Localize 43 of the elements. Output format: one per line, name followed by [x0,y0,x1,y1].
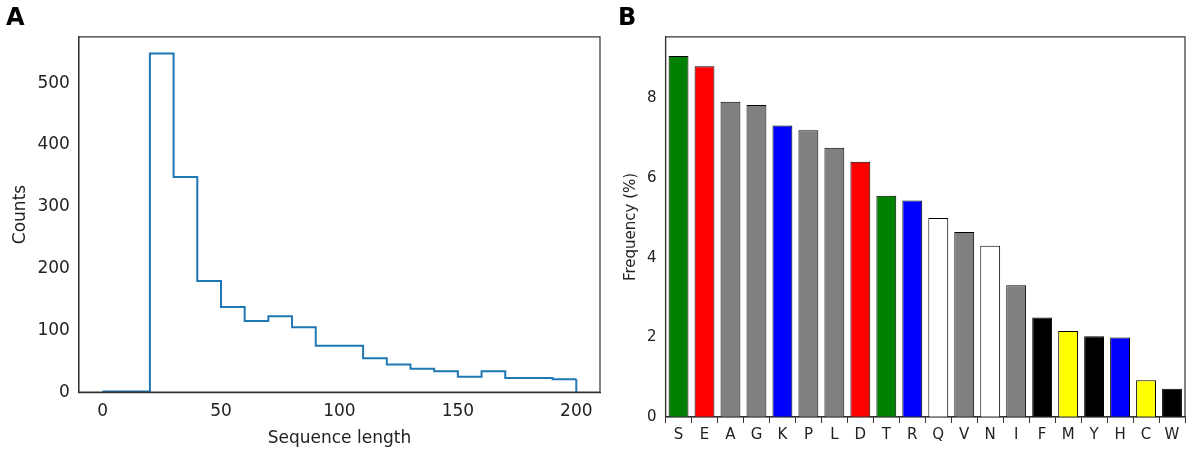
y-tick-label: 6 [647,168,657,187]
y-tick-label: 2 [647,327,657,346]
x-axis-title: Sequence length [267,427,412,448]
x-tick-label: D [854,424,867,443]
x-tick-label: P [803,424,813,443]
y-axis-title: Counts [8,184,29,245]
x-tick-label: 200 [560,399,593,420]
y-tick-label: 200 [37,257,70,277]
x-tick-label: 100 [323,399,356,420]
x-tick-label: S [673,424,684,443]
y-tick-label: 400 [37,133,70,154]
x-tick-label: Q [932,424,945,443]
y-tick-label: 300 [37,195,70,216]
x-tick-label: V [959,424,971,443]
y-tick-label: 100 [37,318,70,339]
x-tick-label: R [907,424,918,443]
x-tick-label: 150 [441,399,475,420]
x-tick-label: K [777,424,789,443]
y-tick-label: 8 [647,88,657,107]
x-tick-label: Y [1088,424,1100,443]
y-axis-title: Frequency (%) [620,172,639,282]
x-tick-label: 50 [210,399,232,420]
x-tick-label: G [750,424,763,443]
x-tick-label: M [1061,424,1075,443]
y-tick-label: 500 [37,71,70,92]
x-tick-label: L [830,424,840,443]
x-tick-label: C [1140,424,1152,443]
x-tick-label: N [984,424,996,443]
y-tick-label: 0 [59,380,70,401]
x-tick-label: I [1013,424,1019,443]
chart-title: A [6,2,25,31]
x-tick-label: A [725,424,737,443]
x-tick-label: H [1114,424,1126,443]
x-tick-label: W [1164,424,1180,443]
bar [1032,317,1053,417]
y-tick-label: 4 [647,247,657,266]
chart-title: B [618,2,637,31]
x-tick-label: T [880,424,892,443]
x-tick-label: F [1037,424,1047,443]
x-tick-label: E [699,424,710,443]
bar [1162,388,1182,417]
bar [1084,336,1105,417]
x-tick-label: 0 [97,399,108,420]
